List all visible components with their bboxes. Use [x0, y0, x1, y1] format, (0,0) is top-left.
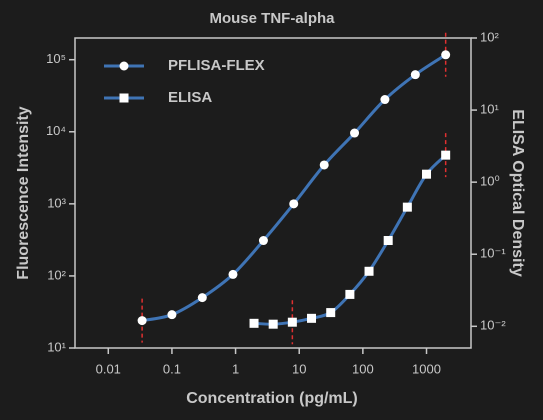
legend-marker [119, 93, 129, 103]
y-tick-label: 10³ [47, 195, 66, 210]
plot-frame [74, 37, 472, 349]
marker [228, 269, 238, 279]
marker [422, 169, 432, 179]
marker [319, 160, 329, 170]
y-tick-label: 10² [47, 267, 66, 282]
marker [380, 95, 390, 105]
x-tick-label: 10 [292, 361, 306, 376]
y-tick-label: 10⁴ [46, 123, 66, 138]
marker [364, 266, 374, 276]
marker [287, 317, 297, 327]
x-tick-label: 0.1 [163, 361, 181, 376]
marker [289, 199, 299, 209]
marker [268, 319, 278, 329]
x-tick-label: 100 [352, 361, 374, 376]
x-tick-label: 0.01 [96, 361, 121, 376]
y-axis-label: Fluorescence Intensity [15, 106, 32, 279]
marker [402, 202, 412, 212]
y2-tick-label: 10⁻² [480, 318, 506, 333]
marker [350, 128, 360, 138]
marker [307, 313, 317, 323]
x-axis-label: Concentration (pg/mL) [186, 390, 358, 407]
marker [345, 289, 355, 299]
legend-label: ELISA [168, 89, 212, 106]
y2-tick-label: 10⁰ [480, 174, 500, 189]
y2-tick-label: 10¹ [480, 102, 499, 117]
y2-axis-label: ELISA Optical Density [509, 109, 526, 277]
marker [441, 50, 451, 60]
y2-tick-label: 10⁻¹ [480, 246, 506, 261]
marker [258, 236, 268, 246]
x-tick-label: 1 [232, 361, 239, 376]
marker [410, 70, 420, 80]
marker [137, 316, 147, 326]
legend-marker [119, 61, 129, 71]
marker [383, 236, 393, 246]
chart-title: Mouse TNF-alpha [209, 10, 335, 27]
marker [197, 293, 207, 303]
marker [441, 150, 451, 160]
y2-tick-label: 10² [480, 29, 499, 44]
marker [167, 310, 177, 320]
legend-label: PFLISA-FLEX [168, 57, 265, 74]
marker [326, 308, 336, 318]
marker [249, 318, 259, 328]
x-tick-label: 1000 [412, 361, 441, 376]
y-tick-label: 10¹ [47, 339, 66, 354]
y-tick-label: 10⁵ [46, 51, 66, 66]
